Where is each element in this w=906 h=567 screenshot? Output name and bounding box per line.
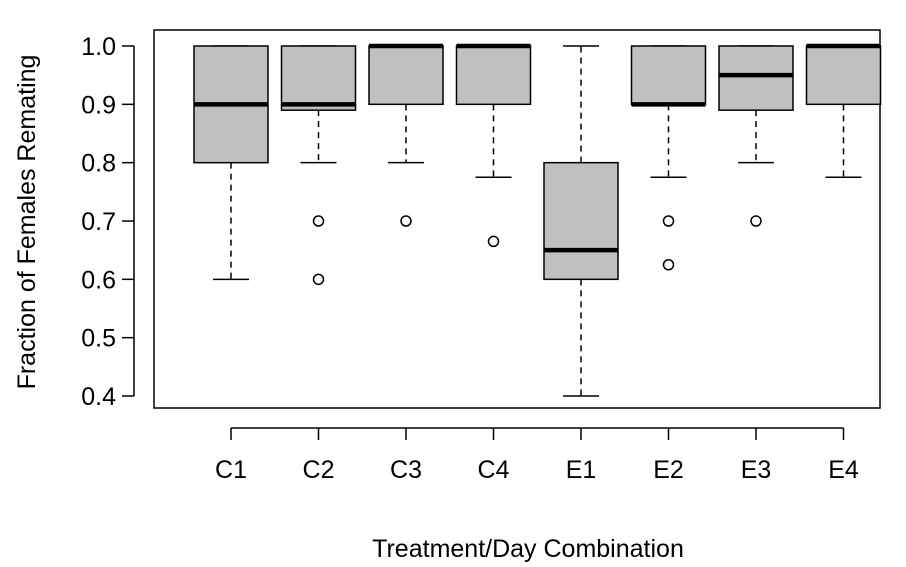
- y-tick-label: 0.7: [81, 208, 116, 236]
- x-tick-label: E3: [741, 456, 772, 484]
- outlier-point: [750, 215, 762, 227]
- x-tick-label: C4: [478, 456, 510, 484]
- x-tick-label: E2: [653, 456, 684, 484]
- y-tick-label: 1.0: [81, 33, 116, 61]
- x-tick-label: C2: [303, 456, 335, 484]
- y-tick-label: 0.8: [81, 150, 116, 178]
- y-tick-label: 0.5: [81, 325, 116, 353]
- y-tick-label: 0.6: [81, 266, 116, 294]
- box-iqr: [280, 45, 357, 111]
- outlier-point: [400, 215, 412, 227]
- outlier-point: [662, 215, 675, 227]
- x-axis-title: Treatment/Day Combination: [372, 535, 684, 563]
- outlier-point: [312, 215, 325, 227]
- x-tick-label: C1: [215, 456, 247, 484]
- outlier-point: [662, 259, 675, 271]
- x-tick-label: E1: [566, 456, 597, 484]
- plot-frame: [153, 29, 881, 409]
- box-iqr: [805, 45, 882, 106]
- box-iqr: [455, 45, 532, 106]
- box-iqr: [718, 45, 794, 111]
- box-iqr: [368, 45, 444, 106]
- outlier-point: [487, 235, 500, 248]
- x-tick-label: C3: [390, 456, 422, 484]
- outlier-point: [312, 273, 325, 286]
- x-tick-label: E4: [828, 456, 859, 484]
- plot-area: 0.4 0.5 0.6 0.7 0.8 0.9 1.0 C1 C2 C3 C4 E1 E2 E3 E4: [81, 29, 882, 484]
- y-tick-label: 0.4: [81, 383, 116, 411]
- y-axis-title: Fraction of Females Remating: [13, 55, 41, 390]
- box-iqr: [543, 161, 619, 281]
- y-tick-label: 0.9: [81, 91, 116, 119]
- box-iqr: [630, 45, 707, 106]
